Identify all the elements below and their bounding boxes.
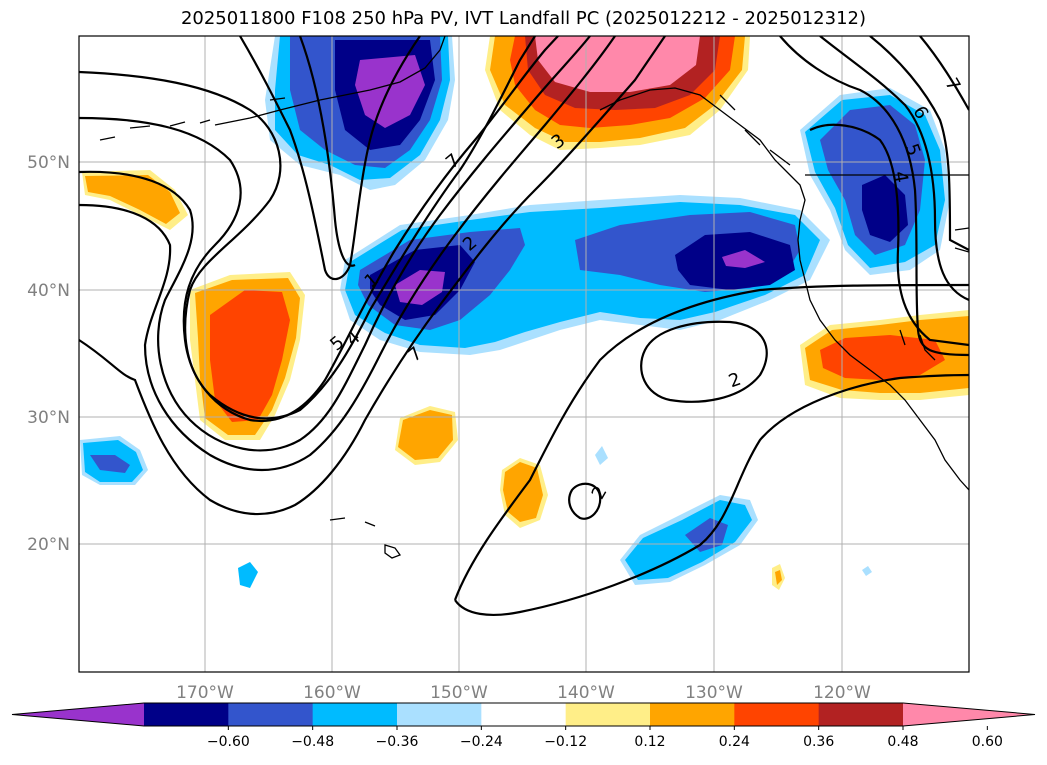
colorbar-tick-label: −0.12: [544, 734, 587, 750]
lat-tick-labels: 50°N 40°N 30°N 20°N: [27, 153, 70, 555]
colorbar-segment: [228, 703, 314, 726]
colorbar-outline: [11, 702, 1036, 727]
lat-tick-label: 50°N: [27, 153, 70, 173]
lon-tick-label: 170°W: [176, 683, 234, 703]
colorbar-tick-label: 0.36: [803, 734, 834, 750]
colorbar-segment: [818, 703, 904, 726]
colorbar-tick-label: 0.12: [634, 734, 665, 750]
plot-area: 7 3 2 7 5 4 1 2 2 6 5 4 7: [79, 36, 969, 672]
colorbar-segment: [144, 703, 229, 726]
colorbar-tick-label: 0.48: [887, 734, 918, 750]
colorbar-segment: [734, 703, 820, 726]
pv-contours: [79, 36, 969, 616]
colorbar-tick-label: −0.36: [376, 734, 419, 750]
colorbar-tick-label: −0.48: [291, 734, 334, 750]
lon-tick-label: 160°W: [303, 683, 361, 703]
lon-tick-labels: 170°W 160°W 150°W 140°W 130°W 120°W: [176, 683, 871, 703]
lon-tick-label: 140°W: [557, 683, 615, 703]
gridlines: [79, 36, 969, 672]
colorbar-tick-label: −0.24: [460, 734, 503, 750]
lat-tick-label: 20°N: [27, 535, 70, 555]
map-title: 2025011800 F108 250 hPa PV, IVT Landfall…: [180, 8, 867, 29]
lon-tick-label: 150°W: [430, 683, 488, 703]
colorbar-segment: [565, 703, 651, 726]
lat-tick-label: 40°N: [27, 281, 70, 301]
contour-label: 4: [889, 169, 912, 184]
colorbar-tick-label: −0.60: [207, 734, 250, 750]
colorbar-segment: [312, 703, 398, 726]
coastlines: [99, 36, 969, 559]
colorbar-segment: [650, 703, 735, 726]
colorbar: −0.60 −0.48 −0.36 −0.24 −0.12 0.12 0.24 0.36 0.4…: [11, 702, 1036, 750]
lat-tick-label: 30°N: [27, 408, 70, 428]
plot-frame: [78, 35, 970, 673]
colorbar-segment: [481, 703, 567, 726]
colorbar-tick-label: 0.60: [972, 734, 1003, 750]
colorbar-tick-label: 0.24: [719, 734, 750, 750]
lon-tick-label: 130°W: [685, 683, 743, 703]
colorbar-extend-low: [12, 703, 144, 726]
lon-tick-label: 120°W: [813, 683, 871, 703]
colorbar-extend-high: [903, 703, 1035, 726]
colorbar-segment: [397, 703, 482, 726]
